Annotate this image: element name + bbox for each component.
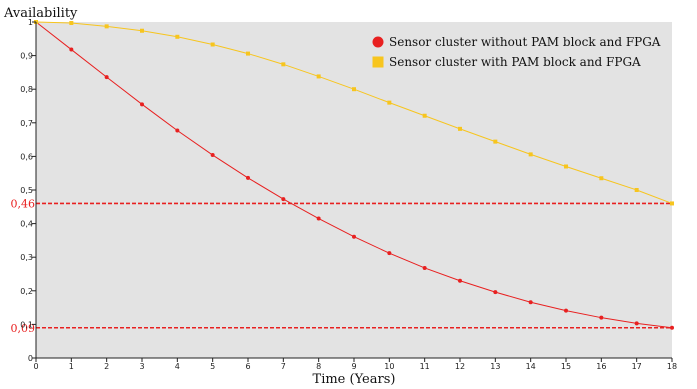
- y-tick-label: 0,7: [20, 119, 33, 128]
- data-point: [210, 42, 215, 47]
- x-tick-label: 12: [455, 362, 465, 371]
- x-axis-title: Time (Years): [313, 372, 396, 387]
- y-tick-label: 0,8: [20, 85, 33, 94]
- x-tick-label: 15: [561, 362, 571, 371]
- data-point: [599, 176, 604, 181]
- y-tick-label: 0,2: [20, 287, 33, 296]
- data-point: [69, 47, 74, 52]
- data-point: [281, 62, 286, 67]
- y-tick-label: 0: [28, 354, 33, 363]
- ticks-layer: 0 1 2 3 4 5 6 7 8 9 10 11 12 13 14 15 16 17 1800,10,20,30,…: [20, 18, 677, 371]
- data-point: [564, 308, 568, 313]
- x-tick-label: 5: [210, 362, 215, 371]
- data-point: [140, 28, 144, 33]
- x-tick-label: 9: [351, 362, 356, 371]
- data-point: [316, 74, 321, 79]
- data-point: [634, 188, 639, 192]
- data-point: [670, 325, 674, 330]
- data-point: [634, 321, 639, 326]
- data-point: [528, 152, 533, 157]
- x-tick-label: 4: [175, 362, 180, 371]
- x-tick-label: 1: [69, 362, 74, 371]
- data-point: [599, 315, 604, 320]
- data-point: [422, 265, 427, 270]
- data-point: [246, 175, 250, 180]
- plot-background: [36, 22, 672, 358]
- data-point: [316, 216, 321, 221]
- data-point: [104, 24, 109, 29]
- x-tick-label: 13: [490, 362, 500, 371]
- y-tick-label: 0,3: [20, 253, 33, 262]
- data-point: [175, 128, 180, 133]
- data-point: [281, 197, 286, 202]
- data-point: [458, 278, 462, 283]
- x-tick-label: 18: [667, 362, 677, 371]
- x-tick-label: 8: [316, 362, 321, 371]
- data-point: [670, 201, 674, 206]
- x-tick-label: 14: [526, 362, 536, 371]
- data-point: [528, 300, 533, 305]
- legend-marker-with-pam: [372, 56, 384, 68]
- x-tick-label: 0: [33, 362, 38, 371]
- legend-label-without-pam: Sensor cluster without PAM block and FPG…: [389, 35, 661, 49]
- data-point: [175, 34, 180, 39]
- data-point: [352, 234, 356, 239]
- x-tick-label: 3: [139, 362, 144, 371]
- series-layer: [34, 20, 674, 330]
- y-tick-label: 1: [28, 18, 33, 27]
- data-point: [493, 139, 498, 144]
- data-point: [69, 21, 74, 26]
- legend-label-with-pam: Sensor cluster with PAM block and FPGA: [389, 55, 641, 69]
- y-tick-label: 0,6: [20, 152, 33, 161]
- y-tick-label: 0,1: [20, 320, 33, 329]
- reference-line-label: 0,09: [11, 322, 36, 335]
- data-point: [387, 251, 392, 256]
- data-point: [104, 75, 109, 80]
- reference-lines: 0,46 0,09: [11, 197, 672, 335]
- x-tick-label: 11: [420, 362, 430, 371]
- y-tick-label: 0,4: [20, 220, 33, 229]
- data-point: [210, 153, 215, 158]
- y-tick-label: 0,9: [20, 52, 33, 61]
- x-tick-label: 17: [632, 362, 642, 371]
- reference-line-label: 0,46: [11, 197, 36, 210]
- legend-marker-without-pam: [372, 36, 384, 48]
- y-tick-label: 0,5: [20, 186, 33, 195]
- data-point: [387, 100, 392, 105]
- x-tick-label: 2: [104, 362, 109, 371]
- x-tick-label: 16: [596, 362, 606, 371]
- data-point: [493, 290, 498, 295]
- data-point: [458, 126, 462, 131]
- y-axis-title: Availability: [3, 6, 78, 21]
- data-point: [246, 51, 250, 56]
- legend: Sensor cluster without PAM block and FPG…: [372, 35, 661, 69]
- x-tick-label: 10: [384, 362, 394, 371]
- x-tick-label: 7: [281, 362, 286, 371]
- x-tick-label: 6: [245, 362, 250, 371]
- data-point: [140, 102, 144, 107]
- data-point: [564, 164, 568, 169]
- data-point: [352, 87, 356, 92]
- data-point: [422, 113, 427, 118]
